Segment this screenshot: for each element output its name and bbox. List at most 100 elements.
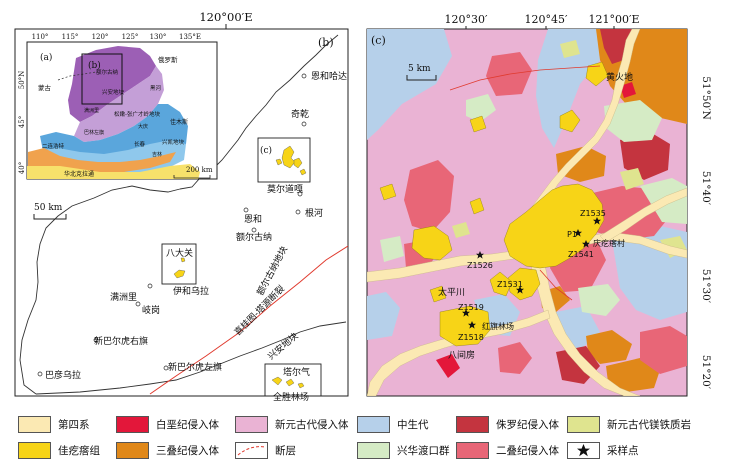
legend-swatch	[235, 441, 268, 459]
inset-jiamusi: 佳木斯	[170, 118, 188, 126]
c-top-tick: 121°00′E	[588, 13, 639, 26]
place-quansheng: 全胜林场	[273, 391, 309, 403]
inset-xingan: 兴安地块	[102, 88, 125, 96]
place-bajianfang: 八间房	[448, 349, 475, 361]
top-lon-label: 120°00′E	[199, 10, 252, 24]
legend-label: 新元古代镁铁质岩	[607, 418, 691, 431]
place-qinggeda: 庆疙瘩村	[593, 238, 625, 248]
place-hongqi: 红旗林场	[482, 321, 514, 331]
legend-label: 采样点	[607, 444, 639, 457]
legend-swatch	[18, 441, 51, 459]
scale-b-label: 50 km	[34, 203, 63, 213]
legend-label: 兴华渡口群	[397, 444, 450, 457]
legend-item: 三叠纪侵入体	[116, 440, 219, 460]
panel-c-ticks: 120°30′ 120°45′ 121°00′E 51°50′N 51°40′ 51°30…	[445, 13, 713, 390]
panel-b-label: (b)	[318, 36, 334, 49]
sample-label: Z1519	[458, 303, 484, 312]
place-qigang: 岐岗	[142, 304, 160, 316]
place-bayanwula: 巴彦乌拉	[45, 369, 81, 381]
box-c-label: (c)	[260, 145, 272, 156]
legend-item: 兴华渡口群	[357, 440, 450, 460]
inset-changchun: 长春	[134, 140, 146, 148]
place-xbyq: 新巴尔虎右旗	[94, 335, 148, 347]
sample-star-icon	[462, 309, 470, 317]
sample-label: Z1518	[458, 333, 484, 342]
legend-label: 白垩纪侵入体	[156, 418, 219, 431]
legend-item: 新元古代镁铁质岩	[567, 414, 691, 434]
legend-swatch	[235, 415, 268, 433]
sample-z1541: Z1541	[568, 240, 594, 259]
legend-label: 第四系	[58, 418, 90, 431]
box-badaguan	[161, 243, 197, 285]
legend-item: 二叠纪侵入体	[456, 440, 559, 460]
legend-swatch	[567, 415, 600, 433]
legend-swatch	[567, 441, 600, 459]
sample-star-icon	[574, 229, 582, 237]
legend-swatch	[456, 415, 489, 433]
inset-xingkai: 兴凯地块	[162, 138, 185, 146]
legend-item: 佳疙瘩组	[18, 440, 100, 460]
sample-z1519: Z1519	[458, 303, 484, 317]
place-eergun: 额尔古纳	[236, 231, 272, 243]
inset-songnen: 松嫩-张广才岭地块	[114, 110, 160, 118]
sample-star-icon	[516, 286, 524, 294]
legend: 第四系 白垩纪侵入体 新元古代侵入体 中生代 侏罗纪侵入体 新元古代镁铁质岩佳疙瘩组 三叠纪…	[18, 414, 718, 464]
place-enhehada: 恩和哈达	[311, 70, 347, 82]
inset-eergun: 额尔古纳	[96, 68, 119, 76]
inset-a: (a) (b) 110° 115° 120° 125° 130° 135°E 50°N 45°…	[18, 33, 218, 180]
place-taipingchuan: 太平川	[438, 286, 465, 298]
legend-label: 中生代	[397, 418, 429, 431]
box-taerqi	[264, 363, 322, 396]
inset-daqing: 大庆	[138, 123, 148, 130]
place-qiqian: 奇乾	[291, 108, 309, 120]
sample-star-icon	[593, 217, 601, 225]
sample-star-icon	[582, 240, 590, 248]
c-right-tick: 51°30′	[700, 269, 712, 304]
inset-erlianhaote: 二连浩特	[42, 142, 65, 150]
fault-line	[149, 245, 348, 395]
legend-label: 断层	[275, 444, 296, 457]
sample-star-icon	[476, 251, 484, 259]
place-taerqi: 塔尔气	[283, 366, 310, 378]
inset-top-tick: 110°	[32, 33, 49, 41]
inset-top-tick: 115°	[62, 33, 79, 41]
box-c	[257, 137, 311, 183]
inset-b-box-label: (b)	[88, 60, 101, 71]
inset-top-tick: 135°E	[179, 33, 201, 41]
inset-ticks: 110° 115° 120° 125° 130° 135°E 50°N 45° 40°	[18, 33, 201, 174]
legend-label: 新元古代侵入体	[275, 418, 349, 431]
place-yiheweula: 伊和乌拉	[173, 285, 209, 297]
sample-label: P1	[567, 230, 577, 239]
c-top-tick: 120°45′	[525, 13, 568, 26]
legend-item: 采样点	[567, 440, 639, 460]
c-top-tick: 120°30′	[445, 13, 488, 26]
c-right-tick: 51°40′	[700, 171, 712, 206]
inset-balinzuoqi: 巴林左旗	[84, 129, 104, 136]
inset-russia: 俄罗斯	[158, 55, 178, 64]
legend-item: 中生代	[357, 414, 429, 434]
legend-swatch	[357, 415, 390, 433]
place-huanghuodi: 黄火地	[606, 71, 633, 83]
legend-label: 佳疙瘩组	[58, 444, 100, 457]
inset-top-tick: 125°	[122, 33, 139, 41]
sample-p1: P1	[567, 229, 582, 239]
inset-manzhouli: 满洲里	[84, 107, 99, 114]
inset-top-tick: 130°	[150, 33, 167, 41]
inset-huabei: 华北克拉通	[64, 170, 94, 178]
sample-z1531: Z1531	[497, 280, 524, 294]
scale-c-label: 5 km	[408, 64, 431, 74]
inset-heihe: 黑河	[150, 84, 162, 92]
inset-top-tick: 120°	[92, 33, 109, 41]
legend-item: 新元古代侵入体	[235, 414, 349, 434]
sample-label: Z1531	[497, 280, 523, 289]
place-moerdaoga: 莫尔道嘎	[267, 183, 303, 195]
inset-mongolia: 蒙古	[38, 83, 52, 92]
inset-left-tick: 50°N	[18, 71, 26, 90]
place-badaguan: 八大关	[166, 247, 193, 259]
legend-item: 白垩纪侵入体	[116, 414, 219, 434]
sample-z1526: Z1526	[467, 251, 493, 270]
inset-scale: 200 km	[186, 166, 213, 174]
legend-swatch	[116, 415, 149, 433]
legend-item: 侏罗纪侵入体	[456, 414, 559, 434]
